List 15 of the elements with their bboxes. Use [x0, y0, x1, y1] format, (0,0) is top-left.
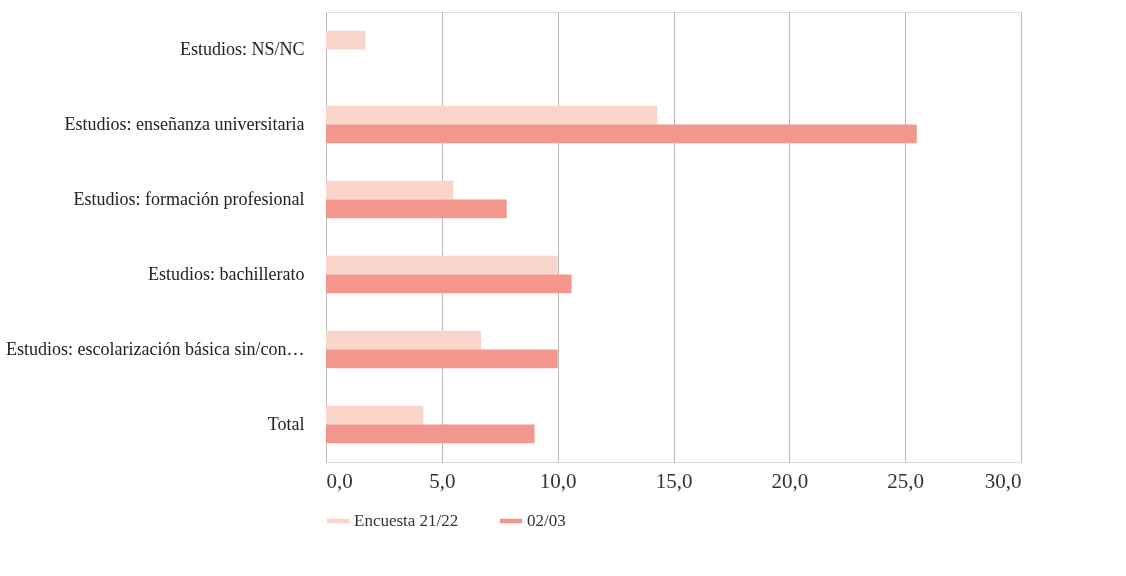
- y-tick-label: Estudios: escolarización básica sin/con…: [6, 338, 305, 359]
- y-tick-label: Total: [267, 413, 305, 434]
- x-tick-label: 0,0: [326, 468, 353, 493]
- x-tick-label: 25,0: [887, 468, 925, 493]
- legend-label: Encuesta 21/22: [354, 511, 459, 530]
- x-tick-label: 30,0: [984, 468, 1022, 493]
- y-tick-label: Estudios: NS/NC: [179, 38, 305, 59]
- y-tick-label: Estudios: enseñanza universitaria: [64, 113, 305, 134]
- y-tick-label: Estudios: formación profesional: [73, 188, 305, 209]
- x-tick-label: 10,0: [539, 468, 577, 493]
- x-tick-label: 15,0: [655, 468, 693, 493]
- x-tick-label: 5,0: [429, 468, 456, 493]
- x-tick-label: 20,0: [771, 468, 809, 493]
- y-tick-label: Estudios: bachillerato: [148, 263, 305, 284]
- legend-label: 02/03: [527, 511, 566, 530]
